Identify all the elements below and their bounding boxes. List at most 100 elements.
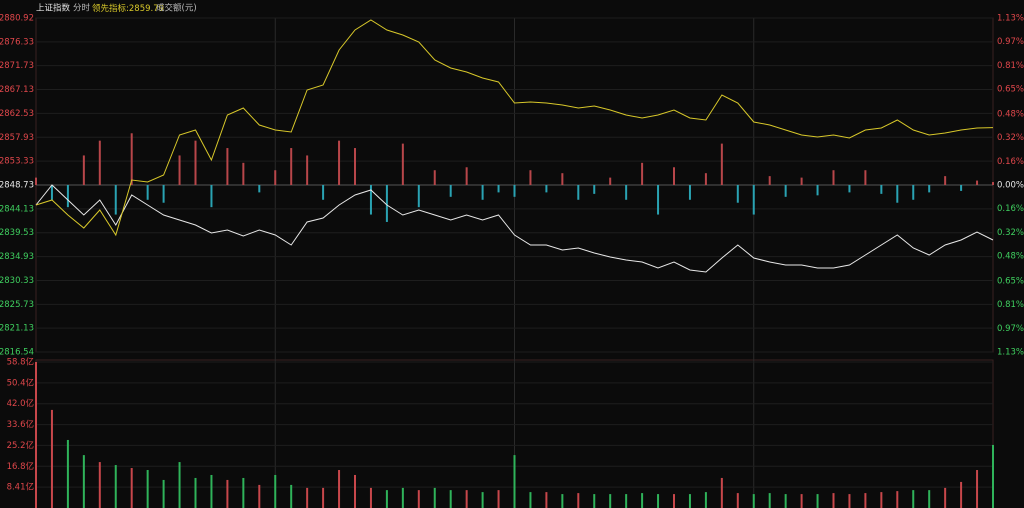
diff-bar <box>928 185 931 193</box>
diff-bar <box>242 162 245 185</box>
diff-bar <box>66 185 69 208</box>
volume-bar <box>66 439 69 508</box>
diff-bar <box>880 185 883 194</box>
volume-bar <box>816 494 819 508</box>
diff-bar <box>800 177 803 185</box>
volume-bar <box>385 490 388 508</box>
volume-bar <box>992 444 994 508</box>
volume-bar <box>832 493 835 508</box>
diff-bar <box>832 170 835 185</box>
y-tick-label: 2857.93 <box>0 133 34 143</box>
diff-bar <box>226 148 229 185</box>
volume-bar <box>768 493 771 508</box>
y-tick-label: 2862.53 <box>0 109 34 119</box>
volume-bar <box>338 470 341 508</box>
volume-bar <box>976 470 979 508</box>
volume-bar <box>784 494 787 508</box>
volume-bar <box>130 468 133 508</box>
y-tick-label: 2816.54 <box>0 348 34 358</box>
diff-bar <box>385 185 388 222</box>
diff-bar <box>848 185 851 193</box>
volume-bar <box>864 493 867 508</box>
price-line <box>35 184 994 273</box>
diff-bar <box>609 177 612 185</box>
diff-bar <box>864 170 867 185</box>
volume-bar <box>465 490 468 508</box>
volume-bar <box>577 493 580 508</box>
indicator: 领先指标:2859.79 <box>92 3 164 14</box>
indicator-value: 2859.79 <box>129 4 164 14</box>
diff-bar <box>720 143 723 185</box>
y2-tick-label: 0.65% <box>997 277 1024 287</box>
diff-bar <box>274 170 277 185</box>
diff-bar <box>146 185 149 200</box>
diff-bar <box>529 170 532 185</box>
diff-bar <box>35 177 37 185</box>
volume-bar <box>35 362 37 508</box>
diff-bar <box>816 185 819 196</box>
y-tick-label: 58.8亿 <box>7 357 34 368</box>
volume-bar <box>401 487 404 508</box>
diff-bar <box>593 185 596 194</box>
volume-bar <box>98 462 101 508</box>
diff-bar <box>98 140 101 185</box>
volume-bar <box>880 492 883 508</box>
diff-bar <box>338 140 341 185</box>
volume-bar <box>609 494 612 508</box>
y2-tick-label: 0.16% <box>997 157 1024 167</box>
y2-tick-label: 0.81% <box>997 61 1024 71</box>
diff-bar <box>433 170 436 185</box>
volume-bar <box>704 492 707 508</box>
y-tick-label: 2848.73 <box>0 181 34 191</box>
y2-tick-label: 0.97% <box>997 324 1024 334</box>
diff-bar <box>577 185 580 200</box>
diff-bar <box>641 162 644 185</box>
volume-bar <box>449 490 452 508</box>
diff-bar <box>561 173 564 185</box>
volume-bar <box>752 494 755 508</box>
volume-bar <box>561 494 564 508</box>
diff-bar <box>657 185 660 215</box>
diff-bar <box>306 155 309 185</box>
y2-tick-label: 0.97% <box>997 37 1024 47</box>
diff-bar <box>50 185 53 200</box>
volume-bar <box>178 462 181 508</box>
diff-bar <box>465 167 468 185</box>
volume-bar <box>354 474 356 508</box>
volume-bar <box>210 474 213 508</box>
diff-bar <box>210 185 213 208</box>
volume-bar <box>242 477 245 508</box>
header: 上证指数 分时 领先指标:2859.79 成交额(元) <box>36 3 197 14</box>
volume-bar <box>593 494 596 508</box>
y-tick-label: 2876.33 <box>0 37 34 47</box>
diff-bar <box>960 185 963 191</box>
volume-bar <box>944 487 947 508</box>
diff-bar <box>513 185 516 197</box>
y-tick-label: 2853.33 <box>0 157 34 167</box>
volume-bar <box>720 477 723 508</box>
volume-bar <box>529 492 532 508</box>
diff-bar <box>114 185 117 215</box>
diff-bar <box>688 185 691 200</box>
volume-bar <box>625 494 628 508</box>
volume-bar <box>146 470 149 508</box>
diff-bar <box>258 185 261 193</box>
diff-bar <box>162 185 165 203</box>
y-tick-label: 42.0亿 <box>7 398 34 409</box>
volume-bar <box>306 487 309 508</box>
y-tick-label: 2834.93 <box>0 252 34 262</box>
volume-bar <box>800 494 803 508</box>
diff-bar <box>82 155 85 185</box>
diff-bar <box>912 185 915 200</box>
y-tick-label: 2821.13 <box>0 324 34 334</box>
diff-bar <box>322 185 325 200</box>
y2-tick-label: 0.16% <box>997 204 1024 214</box>
diff-bar <box>178 155 181 185</box>
diff-bar <box>369 185 372 215</box>
diff-bar <box>625 185 628 200</box>
y-tick-label: 16.8亿 <box>7 461 34 472</box>
volume-bar <box>912 490 915 508</box>
diff-bar <box>752 185 755 215</box>
volume-bar <box>417 490 420 508</box>
